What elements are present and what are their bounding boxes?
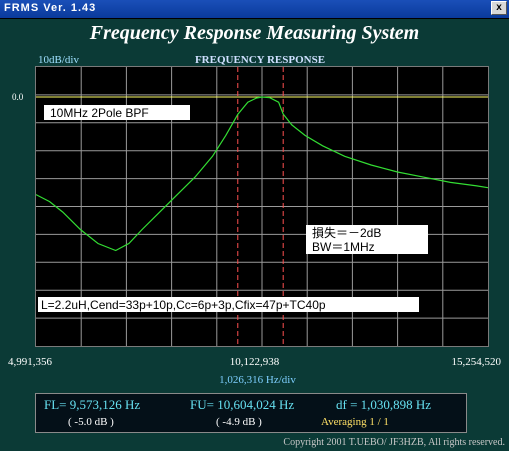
copyright-notice: Copyright 2001 T.UEBO/ JF3HZB, All right… bbox=[283, 437, 505, 448]
filter-name-label: 10MHz 2Pole BPF bbox=[44, 105, 190, 120]
df-readout: df = 1,030,898 Hz bbox=[336, 397, 432, 412]
response-trace bbox=[36, 96, 488, 252]
title-bar: FRMS Ver. 1.43 x bbox=[0, 0, 509, 19]
response-plot[interactable]: 10MHz 2Pole BPF 損失＝－2dB BW＝1MHz L=2.2uH,… bbox=[35, 66, 489, 347]
marker-readout-panel: FL= 9,573,126 Hz FU= 10,604,024 Hz df = … bbox=[35, 393, 467, 433]
window-title: FRMS Ver. 1.43 bbox=[4, 2, 97, 14]
x-axis-start: 4,991,356 bbox=[8, 356, 52, 368]
close-button[interactable]: x bbox=[491, 1, 507, 15]
loss-bandwidth-label: 損失＝－2dB BW＝1MHz bbox=[306, 225, 428, 254]
x-per-div-label: 1,026,316 Hz/div bbox=[219, 374, 296, 386]
x-axis-center: 10,122,938 bbox=[229, 356, 280, 368]
loss-label: 損失＝－2dB bbox=[312, 226, 382, 240]
y-scale-label: 10dB/div bbox=[38, 54, 79, 66]
reference-level-label: 0.0 bbox=[12, 92, 24, 102]
fl-db-readout: ( -5.0 dB ) bbox=[68, 416, 114, 428]
fl-readout: FL= 9,573,126 Hz bbox=[44, 397, 141, 412]
section-title: FREQUENCY RESPONSE bbox=[194, 54, 326, 66]
fu-db-readout: ( -4.9 dB ) bbox=[216, 416, 262, 428]
bandwidth-label: BW＝1MHz bbox=[312, 240, 375, 254]
averaging-readout: Averaging 1 / 1 bbox=[321, 416, 389, 428]
component-params-label: L=2.2uH,Cend=33p+10p,Cc=6p+3p,Cfix=47p+T… bbox=[38, 297, 419, 312]
x-axis-end: 15,254,520 bbox=[451, 356, 502, 368]
main-title: Frequency Response Measuring System bbox=[89, 22, 420, 44]
fu-readout: FU= 10,604,024 Hz bbox=[190, 397, 295, 412]
